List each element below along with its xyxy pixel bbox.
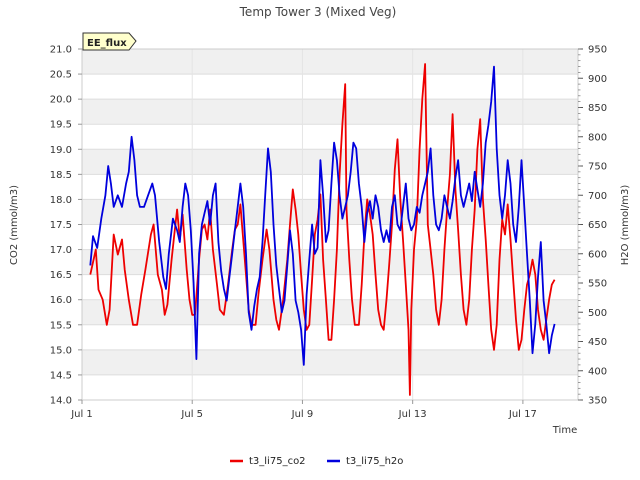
left-tick-label: 15.5 <box>50 320 72 331</box>
left-tick-label: 15.0 <box>50 345 72 356</box>
right-tick-label: 350 <box>588 396 607 407</box>
x-tick-label: Jul 1 <box>70 409 93 420</box>
grid-band <box>82 99 578 125</box>
legend-label-h2o: t3_li75_h2o <box>346 456 403 467</box>
right-tick-label: 400 <box>588 366 607 377</box>
series-layer <box>89 63 556 396</box>
right-tick-label: 650 <box>588 220 607 231</box>
legend-label-co2: t3_li75_co2 <box>249 456 306 467</box>
grid-band <box>82 249 578 275</box>
x-tick-label: Jul 17 <box>508 409 537 420</box>
badge-box <box>82 32 137 51</box>
left-tick-label: 18.5 <box>50 170 72 181</box>
left-tick-label: 16.0 <box>50 295 72 306</box>
badge-label: EE_flux <box>87 38 127 49</box>
right-axis: 350 400 450 500 550 600 650 700 750 800 850 900 950 <box>578 45 607 407</box>
left-tick-label: 17.5 <box>50 220 72 231</box>
left-tick-label: 19.0 <box>50 145 72 156</box>
left-tick-label: 19.5 <box>50 120 72 131</box>
legend: t3_li75_co2 t3_li75_h2o <box>230 456 403 467</box>
grid-band <box>82 149 578 175</box>
right-tick-label: 550 <box>588 279 607 290</box>
right-tick-label: 500 <box>588 308 607 319</box>
x-tick-label: Jul 13 <box>398 409 427 420</box>
right-tick-label: 450 <box>588 337 607 348</box>
x-tick-label: Jul 9 <box>291 409 314 420</box>
left-tick-label: 14.0 <box>50 396 72 407</box>
x-axis-label: Time <box>552 425 577 436</box>
left-tick-label: 17.0 <box>50 245 72 256</box>
right-tick-label: 700 <box>588 191 607 202</box>
right-tick-label: 600 <box>588 249 607 260</box>
series-line-t3_li75_co2 <box>89 63 556 396</box>
x-axis: Jul 1 Jul 5 Jul 9 Jul 13 Jul 17 <box>70 400 537 420</box>
chart-title: Temp Tower 3 (Mixed Veg) <box>239 5 397 19</box>
left-axis-label: CO2 (mmol/m3) <box>9 185 20 265</box>
left-axis: 14.0 14.5 15.0 15.5 16.0 16.5 17.0 17.5 18.0 18.5… <box>50 45 82 407</box>
left-tick-label: 16.5 <box>50 270 72 281</box>
x-tick-label: Jul 5 <box>180 409 203 420</box>
right-tick-label: 750 <box>588 162 607 173</box>
left-tick-label: 20.0 <box>50 95 72 106</box>
right-tick-label: 800 <box>588 132 607 143</box>
grid-band <box>82 349 578 375</box>
right-tick-label: 950 <box>588 45 607 56</box>
left-tick-label: 20.5 <box>50 70 72 81</box>
left-tick-label: 14.5 <box>50 370 72 381</box>
grid-band <box>82 49 578 75</box>
grid-band <box>82 299 578 325</box>
right-tick-label: 850 <box>588 103 607 114</box>
badge: EE_flux <box>82 32 137 51</box>
left-tick-label: 21.0 <box>50 45 72 56</box>
series-line-t3_li75_h2o <box>89 65 556 366</box>
left-tick-label: 18.0 <box>50 195 72 206</box>
right-axis-label: H2O (mmol/m3) <box>620 185 631 266</box>
right-tick-label: 900 <box>588 74 607 85</box>
